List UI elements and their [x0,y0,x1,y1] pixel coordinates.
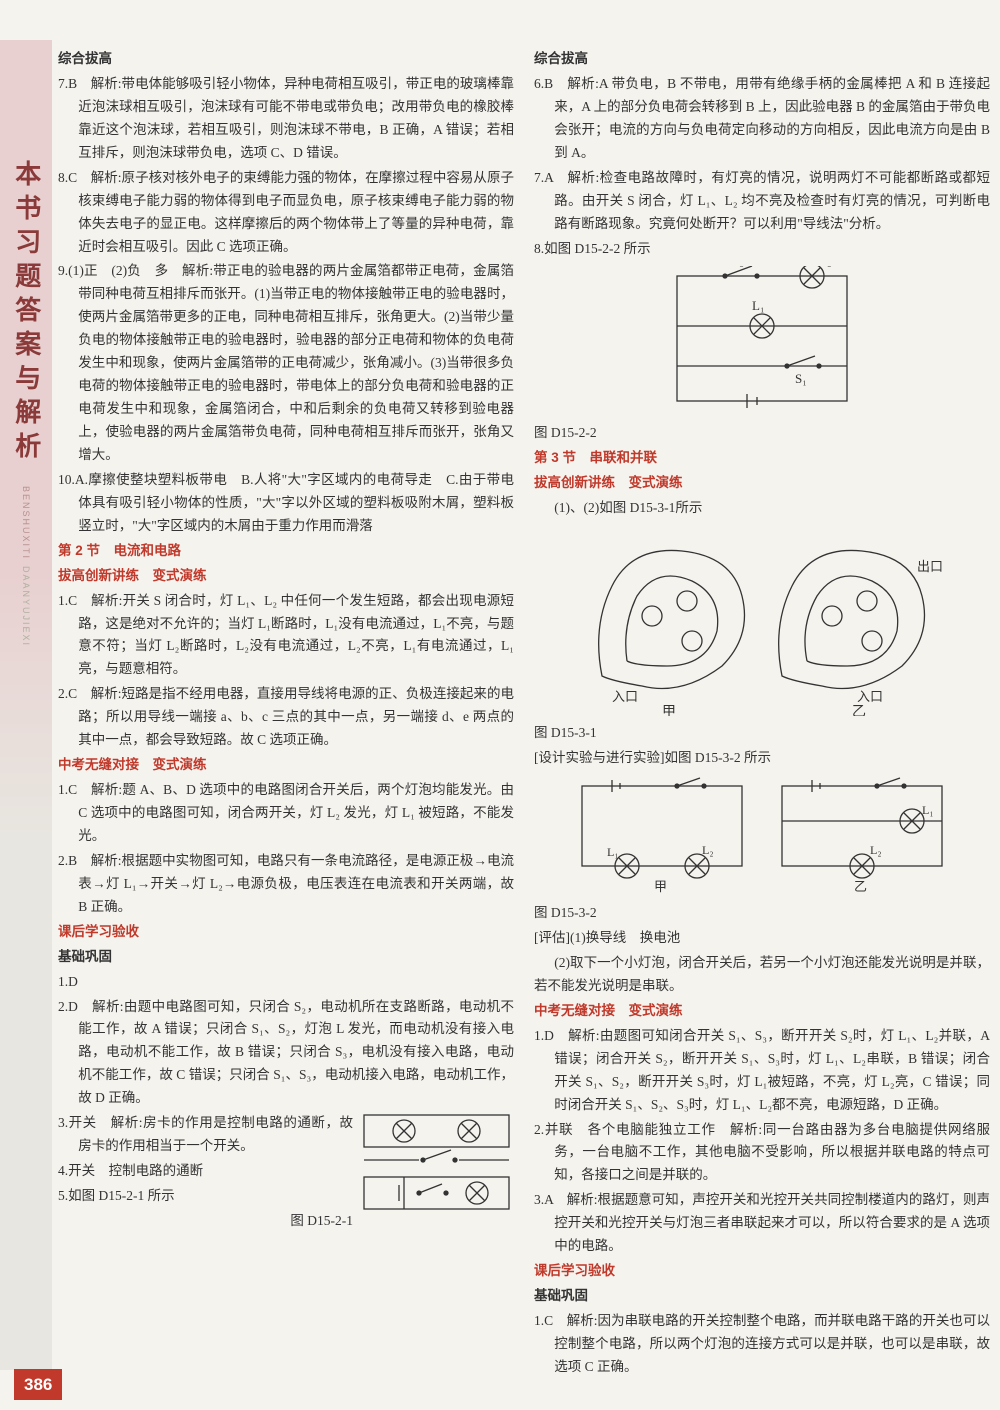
right-column: 综合拔高 6.B 解析:A 带负电，B 不带电，用带有绝缘手柄的金属棒把 A 和… [534,48,990,1381]
svg-text:乙: 乙 [852,704,866,716]
figure-d15-2-2: S₂ L₂ L₁ S₁ [657,266,867,416]
heading-jichu-2: 基础巩固 [534,1285,990,1308]
figure-d15-3-2: S L₁ L₂ 甲 S L₁ L₂ 乙 [572,776,952,896]
s2d-q2: 2.D 解析:由题中电路图可知，只闭合 S₂，电动机所在支路断路，电动机不能工作… [58,996,514,1111]
s3b-q3a: 3.A 解析:根据题意可知，声控开关和光控开关共同控制楼道内的路灯，则声控开关和… [534,1189,990,1258]
svg-text:甲: 甲 [662,705,676,716]
svg-text:S: S [884,776,891,779]
section-2-title: 第 2 节 电流和电路 [58,540,514,563]
heading-zonghe-2: 综合拔高 [534,48,990,71]
sidebar-pinyin-2: DAANYUJIEXI [19,566,33,647]
page-number: 386 [14,1369,62,1400]
left-column: 综合拔高 7.B 解析:带电体能够吸引轻小物体，异种电荷相互吸引，带正电的玻璃棒… [58,48,514,1381]
svg-text:L₁: L₁ [752,298,764,313]
section-3-title: 第 3 节 串联和并联 [534,447,990,470]
q7: 7.B 解析:带电体能够吸引轻小物体，异种电荷相互吸引，带正电的玻璃棒靠近泡沫球… [58,73,514,165]
heading-zhongkao-1: 中考无缝对接 变式演练 [58,754,514,777]
r-q6b: 6.B 解析:A 带负电，B 不带电，用带有绝缘手柄的金属棒把 A 和 B 连接… [534,73,990,165]
r-q8fig: 8.如图 D15-2-2 所示 [534,238,990,261]
svg-text:入口: 入口 [612,689,638,704]
svg-text:L₁: L₁ [607,845,619,859]
svg-text:L₂: L₂ [870,843,882,857]
s3-eval1: [评估](1)换导线 换电池 [534,927,990,950]
heading-zonghe-1: 综合拔高 [58,48,514,71]
heading-kehou-1: 课后学习验收 [58,921,514,944]
svg-text:S₁: S₁ [795,371,807,386]
q9: 9.(1)正 (2)负 多 解析:带正电的验电器的两片金属箔都带正电荷，金属箔带… [58,260,514,466]
r-q7a: 7.A 解析:检查电路故障时，有灯亮的情况，说明两灯不可能都断路或都短路。由开关… [534,167,990,236]
s2b-q1c: 1.C 解析:题 A、B、D 选项中的电路图闭合开关后，两个灯泡均能发光。由 C… [58,779,514,848]
svg-text:S: S [684,776,691,779]
svg-text:L₁: L₁ [922,803,934,817]
s2-q1c: 1.C 解析:开关 S 闭合时，灯 L₁、L₂ 中任何一个发生短路，都会出现电源… [58,590,514,682]
s3b-q2: 2.并联 各个电脑能独立工作 解析:同一台路由器为多台电脑提供网络服务，一台电脑… [534,1119,990,1188]
s2-q2c: 2.C 解析:短路是指不经用电器，直接用导线将电源的正、负极连接起来的电路；所以… [58,683,514,752]
sidebar-title: 本书习题答案与解析 [5,160,47,466]
sidebar-pinyin-1: BENSHUXITI [19,486,33,560]
heading-zhongkao-2: 中考无缝对接 变式演练 [534,1000,990,1023]
fig-d15-2-2-caption: 图 D15-2-2 [534,422,990,445]
figure-d15-2-1 [359,1112,514,1237]
svg-text:出口: 出口 [917,559,942,574]
svg-text:入口: 入口 [857,689,883,704]
s3-p1: (1)、(2)如图 D15-3-1所示 [534,497,990,520]
figure-d15-3-1: 入口 甲 出口 入口 乙 [582,526,942,716]
s3b-q1d: 1.D 解析:由题图可知闭合开关 S₁、S₃，断开开关 S₂时，灯 L₁、L₂并… [534,1025,990,1117]
heading-bagao-2: 拔高创新讲练 变式演练 [534,472,990,495]
main-content: 综合拔高 7.B 解析:带电体能够吸引轻小物体，异种电荷相互吸引，带正电的玻璃棒… [58,48,990,1381]
s2b-q2b: 2.B 解析:根据题中实物图可知，电路只有一条电流路径，是电源正极→电流表→灯 … [58,850,514,919]
fig-d15-3-2-caption: 图 D15-3-2 [534,902,990,925]
svg-text:L₂: L₂ [819,266,831,267]
q8: 8.C 解析:原子核对核外电子的束缚能力强的物体，在摩擦过程中容易从原子核束缚电… [58,167,514,259]
fig-d15-3-1-caption: 图 D15-3-1 [534,722,990,745]
sidebar: 本书习题答案与解析 BENSHUXITI DAANYUJIEXI [0,40,52,1370]
heading-jichu-1: 基础巩固 [58,946,514,969]
s2d-q1: 1.D [58,971,514,994]
s3-design: [设计实验与进行实验]如图 D15-3-2 所示 [534,747,990,770]
s3d-q1c: 1.C 解析:因为串联电路的开关控制整个电路，而并联电路干路的开关也可以控制整个… [534,1310,990,1379]
heading-kehou-2: 课后学习验收 [534,1260,990,1283]
svg-text:S₂: S₂ [732,266,744,267]
svg-text:甲: 甲 [654,879,667,894]
s3-eval2: (2)取下一个小灯泡，闭合开关后，若另一个小灯泡还能发光说明是并联，若不能发光说… [534,952,990,998]
q10: 10.A.摩擦使整块塑料板带电 B.人将"大"字区域内的电荷导走 C.由于带电体… [58,469,514,538]
heading-bagao-1: 拔高创新讲练 变式演练 [58,565,514,588]
svg-text:L₂: L₂ [702,843,714,857]
svg-text:乙: 乙 [854,879,867,894]
